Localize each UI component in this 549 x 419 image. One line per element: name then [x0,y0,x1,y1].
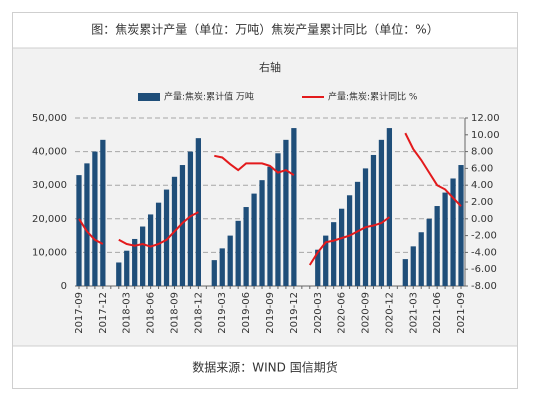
y-tick-label: 30,000 [32,180,67,191]
x-tick-label: 2018-06 [146,292,157,334]
y2-tick-label: 10.00 [471,130,500,141]
bar [370,154,377,286]
bar [147,214,154,286]
bar [283,139,289,286]
y2-tick-label: 2.00 [471,197,493,208]
bar [259,180,265,286]
bar [163,189,170,286]
line [78,218,104,245]
bar [243,207,249,286]
line [118,211,199,248]
x-tick-label: 2020-03 [313,292,324,334]
x-tick-label: 2021-03 [408,292,419,334]
bar [116,262,122,286]
y2-tick-label: 12.00 [471,113,500,124]
bar [84,163,90,286]
bar [410,246,416,286]
y-tick-label: 40,000 [32,147,67,158]
bar [442,192,448,286]
x-tick-label: 2020-09 [361,292,372,334]
y2-tick-label: -4.00 [471,247,497,258]
bar [426,218,432,286]
y2-tick-label: 6.00 [471,163,493,174]
x-tick-label: 2021-09 [456,292,467,334]
x-tick-label: 2017-09 [74,292,85,334]
bar [402,259,408,286]
y-tick-label: 20,000 [32,214,67,225]
x-tick-label: 2018-03 [122,292,133,334]
bar [434,206,440,286]
y2-tick-label: 4.00 [471,180,493,191]
bar [235,220,241,286]
bar [315,249,321,286]
bar [386,128,393,286]
bar [92,151,98,286]
chart-title: 图：焦炭累计产量（单位：万吨）焦炭产量累计同比（单位：%） [91,22,438,37]
line [404,132,462,207]
source-note: 数据来源：WIND 国信期货 [192,360,337,375]
y2-tick-label: -2.00 [471,231,497,242]
bar [450,178,456,286]
bar [124,250,130,286]
bar [354,181,361,286]
bar [76,175,82,286]
legend-swatch [138,93,160,101]
x-tick-label: 2019-09 [265,292,276,334]
bar [378,139,385,286]
x-tick-label: 2019-03 [217,292,228,334]
bar [219,248,225,286]
bar [339,208,345,286]
bar [211,260,217,286]
line [308,216,390,266]
y2-tick-label: 0.00 [471,214,493,225]
legend-label: 产量:焦炭:累计同比 % [328,91,418,103]
bar [140,226,146,286]
bar [132,238,138,286]
bar [267,166,273,286]
x-tick-label: 2021-06 [432,292,443,334]
line [214,154,295,176]
x-tick-label: 2017-12 [98,292,109,334]
x-tick-label: 2018-09 [169,292,180,334]
x-tick-label: 2018-12 [193,292,204,334]
y2-tick-label: -6.00 [471,264,497,275]
chart-subtitle: 右轴 [259,60,281,74]
y2-tick-label: 8.00 [471,147,493,158]
x-tick-label: 2019-12 [289,292,300,334]
bar [418,232,424,286]
bar [227,235,233,286]
bar [100,139,106,286]
legend-label: 产量:焦炭:累计值 万吨 [164,91,254,103]
bar [187,151,194,286]
x-tick-label: 2019-06 [241,292,252,334]
bar [323,235,329,286]
x-tick-label: 2020-06 [337,292,348,334]
bar [331,222,337,286]
bar [291,128,297,286]
y-tick-label: 0 [61,281,67,292]
bar [346,195,353,286]
y-tick-label: 10,000 [32,247,67,258]
y-tick-label: 50,000 [32,113,67,124]
bar [458,165,464,286]
bar [179,165,186,286]
y2-tick-label: -8.00 [471,281,497,292]
bar [251,193,257,286]
bar [275,153,281,286]
x-tick-label: 2020-12 [384,292,395,334]
